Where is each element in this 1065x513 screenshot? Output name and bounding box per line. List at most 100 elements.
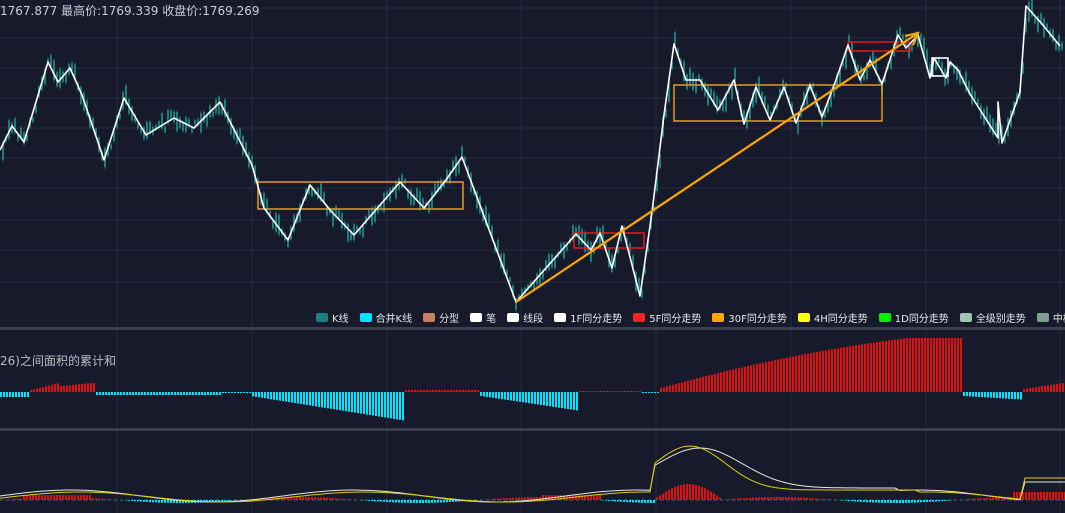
macd-bar-negative [635, 500, 637, 503]
macd-bar-positive [704, 488, 706, 500]
macd-bar-positive [992, 497, 994, 500]
macd-bar-negative [905, 500, 907, 503]
macd-bar-positive [26, 495, 28, 500]
area-bar-positive [738, 368, 740, 392]
macd-bar-positive [1001, 497, 1003, 500]
area-bar-positive [750, 365, 752, 392]
macd-bar-positive [692, 484, 694, 500]
area-bar-positive [441, 390, 443, 392]
area-bar-positive [75, 384, 77, 392]
area-bar-negative [1005, 392, 1007, 399]
macd-bar-negative [218, 500, 220, 502]
macd-bar-negative [872, 500, 874, 503]
area-bar-negative [525, 392, 527, 403]
macd-bar-negative [944, 500, 946, 501]
legend-item[interactable]: 30F同分走势 [712, 310, 787, 325]
area-bar-positive [816, 351, 818, 392]
legend-item[interactable]: 5F同分走势 [633, 310, 701, 325]
area-bar-positive [843, 347, 845, 392]
area-bar-negative [642, 392, 644, 393]
area-bar-negative [129, 392, 131, 395]
macd-bar-positive [92, 498, 94, 500]
macd-bar-positive [1022, 492, 1024, 500]
legend-item[interactable]: 1D同分走势 [878, 310, 949, 325]
macd-bar-positive [581, 495, 583, 500]
area-bar-negative [1008, 392, 1010, 399]
legend-item[interactable]: 笔 [470, 310, 496, 325]
trend-arrow [904, 31, 920, 46]
macd-bar-positive [707, 489, 709, 500]
area-bar-negative [186, 392, 188, 395]
macd-bar-negative [170, 500, 172, 503]
area-bar-positive [834, 348, 836, 392]
macd-bar-positive [329, 497, 331, 500]
macd-bar-negative [614, 500, 616, 502]
legend-item[interactable]: 全级别走势 [959, 310, 1026, 325]
area-bar-negative [228, 392, 230, 393]
area-bar-positive [678, 383, 680, 392]
macd-bar-positive [734, 498, 736, 500]
area-bar-negative [975, 392, 977, 397]
macd-bar-positive [311, 497, 313, 500]
area-bar-positive [861, 344, 863, 392]
macd-bar-positive [512, 497, 514, 500]
chart-legend[interactable]: K线 合并K线 分型 笔 线段 1F同分走势 5F同分走势 30F同分走势 4H同分走势 1D同分… [316, 310, 1065, 325]
area-bar-negative [117, 392, 119, 395]
macd-bar-positive [113, 499, 115, 500]
legend-item[interactable]: 分型 [423, 310, 459, 325]
legend-swatch-1f [554, 312, 567, 322]
macd-bar-negative [395, 500, 397, 503]
macd-bar-positive [1040, 492, 1042, 500]
legend-swatch-stroke [470, 312, 483, 322]
macd-bar-positive [749, 497, 751, 500]
area-bar-negative [18, 392, 20, 397]
macd-bar-negative [152, 500, 154, 503]
legend-item[interactable]: 中枢 [1036, 310, 1065, 325]
area-bar-positive [429, 390, 431, 392]
legend-item[interactable]: 线段 [507, 310, 543, 325]
area-bar-positive [33, 389, 35, 393]
macd-bar-positive [521, 497, 523, 500]
macd-bar-positive [761, 497, 763, 500]
macd-bar-positive [323, 497, 325, 500]
area-bar-positive [930, 338, 932, 392]
macd-bar-positive [1004, 497, 1006, 500]
macd-bar-negative [416, 500, 418, 503]
area-bar-negative [225, 392, 227, 393]
area-bar-positive [63, 385, 65, 392]
legend-swatch-fractal [423, 312, 436, 322]
pivot-zones [257, 41, 911, 249]
macd-bar-positive [347, 499, 349, 500]
legend-item[interactable]: 合并K线 [359, 310, 412, 325]
legend-item[interactable]: K线 [316, 310, 349, 325]
legend-swatch-all-levels [959, 312, 972, 322]
area-bar-positive [1059, 383, 1061, 392]
macd-bar-positive [74, 495, 76, 500]
area-bar-negative [483, 392, 485, 397]
area-bar-negative [144, 392, 146, 395]
macd-bar-negative [173, 500, 175, 503]
macd-bar-positive [284, 497, 286, 500]
area-bar-positive [30, 390, 32, 392]
macd-bar-negative [209, 500, 211, 503]
area-bar-positive [669, 385, 671, 392]
area-bar-negative [330, 392, 332, 409]
area-bar-positive [666, 386, 668, 392]
area-bar-positive [726, 370, 728, 392]
area-bar-positive [951, 338, 953, 392]
macd-panel [0, 445, 1065, 503]
legend-item[interactable]: 1F同分走势 [554, 310, 622, 325]
area-bar-negative [999, 392, 1001, 399]
area-bar-positive [411, 390, 413, 392]
area-bar-positive [630, 391, 632, 392]
area-bar-negative [495, 392, 497, 399]
area-bar-negative [321, 392, 323, 408]
area-bar-positive [1026, 388, 1028, 392]
area-bar-positive [948, 338, 950, 392]
macd-bar-negative [149, 500, 151, 503]
macd-bar-positive [1034, 492, 1036, 500]
legend-item[interactable]: 4H同分走势 [797, 310, 868, 325]
area-bar-negative [654, 392, 656, 393]
